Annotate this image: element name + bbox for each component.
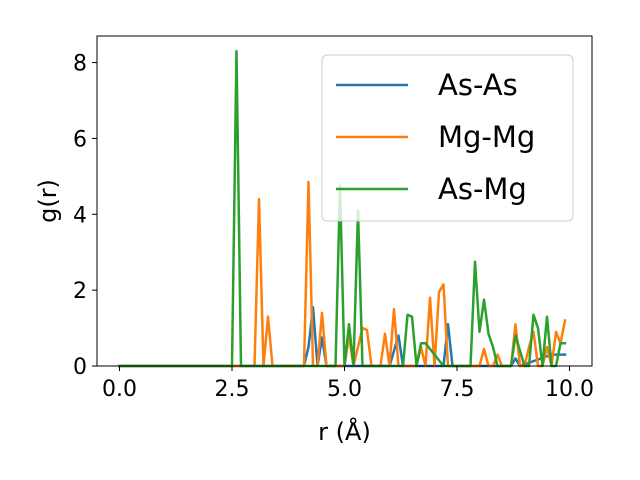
legend-box xyxy=(321,54,574,222)
y-tick-label: 8 xyxy=(73,52,87,77)
x-tick-label: 7.5 xyxy=(440,377,475,402)
legend-label: As-Mg xyxy=(438,172,527,206)
y-tick-label: 0 xyxy=(73,355,87,380)
legend-label: As-As xyxy=(438,68,518,102)
legend: As-As Mg-Mg As-Mg xyxy=(321,54,574,222)
y-axis-title: g(r) xyxy=(34,179,62,223)
series-line-mg-mg xyxy=(118,180,567,368)
x-tick-label: 0.0 xyxy=(102,377,137,402)
x-tick-label: 5.0 xyxy=(327,377,362,402)
y-axis: 0 2 4 6 8 xyxy=(73,52,97,380)
y-tick-label: 6 xyxy=(73,127,87,152)
x-axis-title: r (Å) xyxy=(318,417,371,446)
legend-label: Mg-Mg xyxy=(438,120,535,154)
y-tick-label: 2 xyxy=(73,279,87,304)
x-tick-label: 2.5 xyxy=(215,377,250,402)
x-tick-label: 10.0 xyxy=(545,377,594,402)
y-tick-label: 4 xyxy=(73,203,87,228)
x-axis: 0.0 2.5 5.0 7.5 10.0 xyxy=(102,366,594,402)
